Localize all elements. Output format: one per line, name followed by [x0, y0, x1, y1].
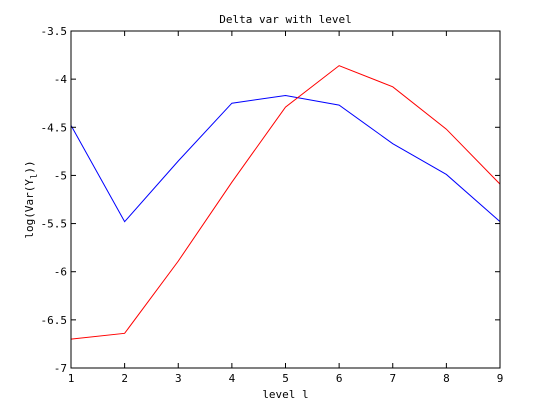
x-tick-label: 8: [443, 372, 450, 385]
y-tick-label: -4.5: [41, 121, 68, 134]
x-tick-label: 6: [336, 372, 343, 385]
series-layer: [70, 65, 501, 340]
chart-title: Delta var with level: [219, 13, 351, 26]
y-axis-label-subscript: l: [30, 174, 40, 179]
x-tick-label: 5: [282, 372, 289, 385]
x-tick-label: 7: [389, 372, 396, 385]
y-axis-label-prefix: log(Var(Y: [23, 179, 36, 239]
y-tick-label: -7: [54, 362, 67, 375]
y-tick-label: -6: [54, 266, 67, 279]
y-tick-label: -3.5: [41, 25, 68, 38]
series-line-2: [70, 65, 501, 340]
series-line-1: [70, 95, 501, 223]
x-tick-label: 4: [229, 372, 236, 385]
x-axis: 1 2 3 4 5 6 7 8 9: [68, 31, 504, 385]
y-tick-label: -4: [54, 73, 68, 86]
x-tick-label: 9: [497, 372, 504, 385]
y-axis: -7 -6.5 -6 -5.5 -5 -4.5 -4 -3.5: [41, 25, 500, 375]
x-tick-label: 1: [68, 372, 75, 385]
x-tick-label: 2: [121, 372, 128, 385]
y-tick-label: -6.5: [41, 314, 68, 327]
y-tick-label: -5: [54, 169, 67, 182]
y-axis-label-suffix: )): [23, 160, 36, 173]
x-tick-label: 3: [175, 372, 182, 385]
x-axis-label: level l: [262, 388, 308, 401]
y-tick-label: -5.5: [41, 218, 68, 231]
y-axis-label: log(Var(Yl)): [23, 160, 40, 238]
